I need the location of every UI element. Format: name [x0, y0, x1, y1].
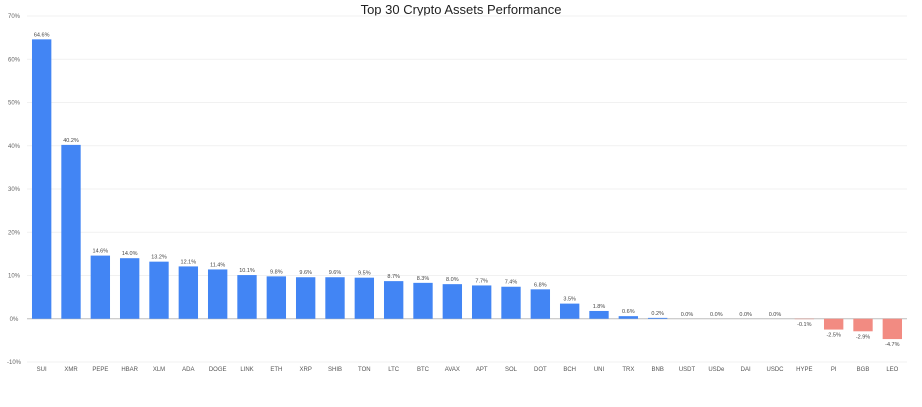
x-tick-label-hbar: HBAR: [121, 367, 138, 373]
x-tick-label-pepe: PEPE: [92, 367, 108, 373]
bar-pepe: [91, 256, 110, 319]
x-tick-label-xrp: XRP: [299, 367, 311, 373]
y-tick-label: 60%: [8, 57, 21, 63]
data-label-btc: 8.3%: [417, 276, 430, 282]
x-tick-label-ada: ADA: [182, 367, 194, 373]
bar-doge: [208, 269, 227, 318]
data-label-sol: 7.4%: [505, 280, 518, 286]
data-label-sui: 64.6%: [34, 32, 50, 38]
data-label-avax: 8.0%: [446, 277, 459, 283]
data-label-usde: 0.0%: [710, 312, 723, 318]
bar-btc: [413, 283, 432, 319]
x-tick-label-usdt: USDT: [679, 367, 696, 373]
bar-sui: [32, 39, 51, 318]
bar-bnb: [648, 318, 667, 319]
y-tick-label: 20%: [8, 230, 21, 236]
x-tick-label-trx: TRX: [622, 367, 634, 373]
chart-title: Top 30 Crypto Assets Performance: [361, 2, 562, 17]
data-label-link: 10.1%: [239, 268, 255, 274]
data-label-uni: 1.8%: [593, 304, 606, 310]
x-tick-label-eth: ETH: [270, 367, 282, 373]
bar-uni: [589, 311, 608, 319]
x-axis-categories: SUI XMR PEPE HBAR XLM ADA DOGE LINK ETH XRP SHIB TO…: [37, 367, 899, 373]
bar-xrp: [296, 277, 315, 319]
data-label-bnb: 0.2%: [651, 311, 664, 317]
x-tick-label-sol: SOL: [505, 367, 518, 373]
data-label-xrp: 9.6%: [299, 270, 312, 276]
bar-apt: [472, 285, 491, 318]
data-label-leo: -4.7%: [885, 342, 899, 348]
x-tick-label-xlm: XLM: [153, 367, 165, 373]
bar-trx: [619, 316, 638, 319]
bar-ltc: [384, 281, 403, 319]
x-tick-label-sui: SUI: [37, 367, 47, 373]
x-tick-label-bgb: BGB: [857, 367, 870, 373]
bar-xmr: [61, 145, 80, 319]
data-label-hbar: 14.0%: [122, 251, 138, 257]
x-tick-label-bnb: BNB: [651, 367, 663, 373]
x-tick-label-bch: BCH: [563, 367, 576, 373]
bar-link: [237, 275, 256, 319]
data-label-pi: -2.5%: [826, 333, 840, 339]
x-tick-label-doge: DOGE: [209, 367, 227, 373]
x-tick-label-uni: UNI: [594, 367, 605, 373]
bar-shib: [325, 277, 344, 319]
x-tick-label-hype: HYPE: [796, 367, 812, 373]
bar-pi: [824, 319, 843, 330]
data-label-hype: -0.1%: [797, 322, 811, 328]
data-label-xmr: 40.2%: [63, 138, 79, 144]
x-tick-label-ton: TON: [358, 367, 371, 373]
x-tick-label-avax: AVAX: [445, 367, 460, 373]
y-tick-label: 0%: [10, 317, 19, 323]
y-axis-ticks: -10% 0% 10% 20% 30% 40% 50% 60% 70%: [7, 14, 22, 366]
data-label-bgb: -2.9%: [856, 334, 870, 340]
x-tick-label-ltc: LTC: [388, 367, 400, 373]
bar-ton: [355, 278, 374, 319]
bar-dot: [531, 289, 550, 318]
x-tick-label-pi: PI: [831, 367, 837, 373]
data-label-ltc: 8.7%: [387, 274, 400, 280]
bar-leo: [883, 319, 902, 339]
data-label-eth: 9.8%: [270, 269, 283, 275]
data-label-shib: 9.6%: [329, 270, 342, 276]
bar-avax: [443, 284, 462, 319]
x-tick-label-apt: APT: [476, 367, 488, 373]
data-label-xlm: 13.2%: [151, 255, 167, 261]
data-label-ton: 9.5%: [358, 271, 371, 277]
data-label-trx: 0.6%: [622, 309, 635, 315]
x-tick-label-xmr: XMR: [64, 367, 78, 373]
data-label-bch: 3.5%: [563, 297, 576, 303]
data-label-apt: 7.7%: [475, 278, 488, 284]
x-tick-label-btc: BTC: [417, 367, 430, 373]
y-tick-label: 30%: [8, 187, 21, 193]
bar-sol: [501, 287, 520, 319]
data-label-pepe: 14.6%: [93, 249, 109, 255]
x-tick-label-shib: SHIB: [328, 367, 342, 373]
x-tick-label-leo: LEO: [886, 367, 898, 373]
data-label-dai: 0.0%: [739, 312, 752, 318]
x-tick-label-link: LINK: [240, 367, 253, 373]
y-tick-label: 40%: [8, 144, 21, 150]
y-tick-label: -10%: [7, 360, 22, 366]
y-tick-label: 50%: [8, 101, 21, 107]
y-tick-label: 70%: [8, 14, 21, 20]
data-label-usdt: 0.0%: [681, 312, 694, 318]
x-tick-label-dot: DOT: [534, 367, 547, 373]
x-tick-label-dai: DAI: [741, 367, 751, 373]
data-label-ada: 12.1%: [181, 259, 197, 265]
y-tick-label: 10%: [8, 274, 21, 280]
data-label-doge: 11.4%: [210, 262, 225, 268]
data-label-usdc: 0.0%: [769, 312, 782, 318]
x-tick-label-usde: USDe: [708, 367, 725, 373]
bar-hbar: [120, 258, 139, 319]
x-tick-label-usdc: USDC: [766, 367, 784, 373]
bar-xlm: [149, 262, 168, 319]
bar-bch: [560, 304, 579, 319]
bar-ada: [179, 266, 198, 318]
bar-bgb: [853, 319, 872, 332]
data-label-dot: 6.8%: [534, 282, 547, 288]
bar-eth: [267, 276, 286, 318]
